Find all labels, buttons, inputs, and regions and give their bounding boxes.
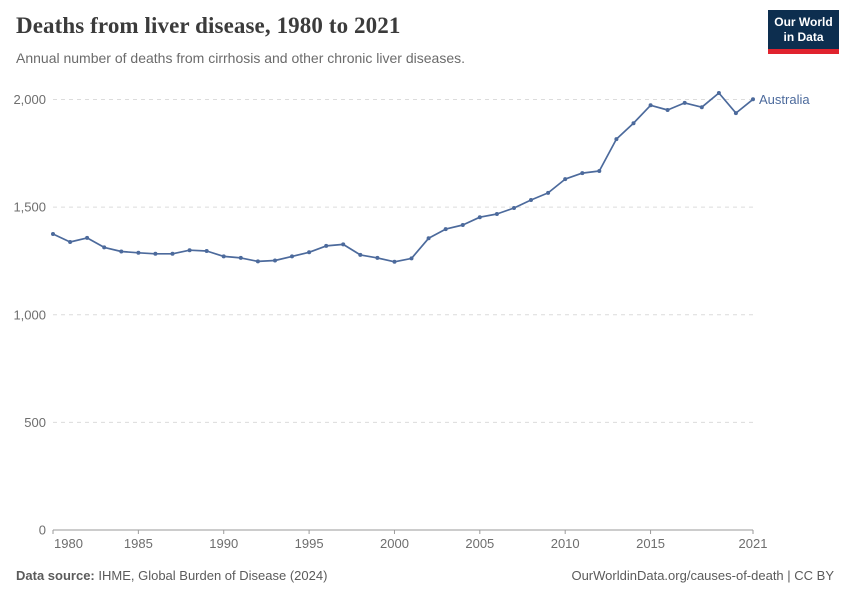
y-axis-tick-label: 2,000: [13, 92, 46, 107]
x-axis-tick-label: 2021: [739, 536, 768, 551]
data-point[interactable]: [119, 249, 124, 254]
data-point[interactable]: [682, 100, 687, 105]
data-point[interactable]: [631, 121, 636, 126]
data-source: Data source: IHME, Global Burden of Dise…: [16, 568, 327, 583]
data-point[interactable]: [443, 227, 448, 232]
data-point[interactable]: [170, 251, 175, 256]
data-point[interactable]: [51, 232, 55, 236]
x-axis-tick-label: 1990: [209, 536, 238, 551]
data-point[interactable]: [341, 242, 346, 247]
x-axis-tick-label: 2000: [380, 536, 409, 551]
data-point[interactable]: [648, 103, 653, 108]
data-point[interactable]: [307, 250, 312, 255]
data-point[interactable]: [716, 91, 721, 95]
credit-link[interactable]: OurWorldinData.org/causes-of-death | CC …: [571, 568, 834, 583]
x-axis-tick-label: 2005: [465, 536, 494, 551]
x-axis-tick-label: 2010: [551, 536, 580, 551]
data-point[interactable]: [665, 108, 670, 112]
y-axis-tick-label: 1,000: [13, 307, 46, 322]
owid-logo-navy: Our World in Data: [768, 10, 839, 49]
data-point[interactable]: [546, 190, 551, 195]
owid-logo-line2: in Data: [783, 29, 824, 44]
x-axis-tick-label: 1995: [295, 536, 324, 551]
y-axis-tick-label: 500: [24, 415, 46, 430]
data-point[interactable]: [426, 236, 431, 241]
owid-logo-line1: Our World: [774, 15, 833, 30]
data-point[interactable]: [529, 198, 533, 202]
data-point[interactable]: [392, 259, 397, 264]
data-point[interactable]: [409, 256, 414, 261]
data-point[interactable]: [477, 215, 482, 220]
data-point[interactable]: [324, 243, 329, 248]
x-axis-tick-label: 1980: [54, 536, 83, 551]
chart-footer: Data source: IHME, Global Burden of Dise…: [16, 568, 834, 583]
data-point[interactable]: [221, 254, 226, 259]
series-line[interactable]: [52, 92, 754, 263]
x-axis-tick-label: 1985: [124, 536, 153, 551]
data-point[interactable]: [614, 137, 619, 142]
data-point[interactable]: [273, 258, 277, 263]
chart-title: Deaths from liver disease, 1980 to 2021: [16, 13, 401, 38]
data-point[interactable]: [699, 105, 704, 110]
x-axis-tick-label: 2015: [636, 536, 665, 551]
data-point[interactable]: [580, 171, 585, 176]
data-point[interactable]: [358, 252, 363, 257]
data-point[interactable]: [563, 177, 568, 182]
data-point[interactable]: [187, 248, 192, 253]
y-axis-tick-label: 0: [39, 523, 46, 538]
data-point[interactable]: [238, 255, 243, 260]
data-point[interactable]: [204, 249, 209, 253]
data-point[interactable]: [68, 240, 73, 244]
y-axis-tick-label: 1,500: [13, 200, 46, 215]
chart-subtitle: Annual number of deaths from cirrhosis a…: [16, 50, 465, 66]
data-point[interactable]: [85, 235, 90, 240]
owid-logo[interactable]: Our World in Data: [768, 10, 839, 54]
data-point[interactable]: [375, 255, 380, 260]
data-point[interactable]: [460, 223, 465, 227]
data-point[interactable]: [751, 97, 755, 102]
data-point[interactable]: [494, 212, 499, 216]
data-point[interactable]: [512, 206, 516, 210]
line-chart[interactable]: 0 500 1,000 1,500 2,000 1980 1985 1990 1995 2000 2…: [0, 85, 850, 555]
data-point[interactable]: [733, 111, 738, 116]
data-source-label: Data source:: [16, 568, 95, 583]
series-entity-label[interactable]: Australia: [759, 92, 810, 107]
owid-logo-redbar: [768, 49, 839, 54]
data-point[interactable]: [255, 259, 260, 264]
data-source-value: IHME, Global Burden of Disease (2024): [94, 568, 328, 583]
data-point[interactable]: [597, 169, 602, 173]
data-point[interactable]: [153, 251, 158, 256]
data-point[interactable]: [102, 245, 107, 250]
data-point[interactable]: [290, 254, 294, 259]
data-point[interactable]: [136, 250, 141, 255]
